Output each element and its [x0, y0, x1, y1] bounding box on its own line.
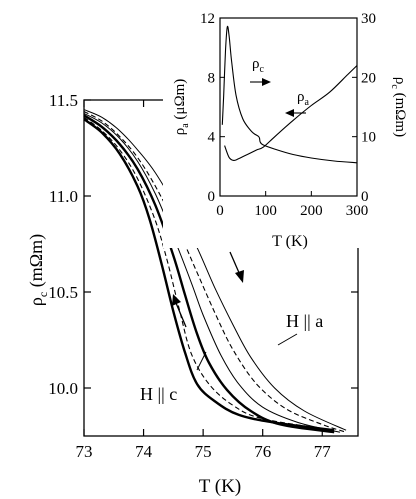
- inset-rho-a-label: ρa: [297, 89, 310, 108]
- inset-rho-c-label: ρc: [252, 56, 265, 75]
- inset-series-line-2: [224, 65, 358, 161]
- main-series-line-5: [83, 111, 347, 433]
- inset-x-tick-label: 100: [254, 203, 277, 219]
- inset-right-y-tick-label: 10: [361, 130, 376, 146]
- inset-left-y-tick-label: 12: [200, 11, 215, 27]
- main-x-tick-label: 77: [314, 442, 332, 461]
- inset-series-line-1: [221, 25, 358, 164]
- inset-right-y-tick-label: 30: [361, 11, 376, 27]
- main-y-tick-label: 10.5: [48, 283, 78, 302]
- rho-c-arrow-icon: [250, 78, 271, 86]
- inset-x-axis-label: T (K): [272, 233, 308, 250]
- main-x-tick-label: 73: [76, 442, 93, 461]
- warming-arrow-icon: [172, 294, 187, 328]
- inset-left-y-ticks: 0 4 8 12: [200, 11, 225, 205]
- inset-x-tick-label: 200: [300, 203, 323, 219]
- cooling-arrow-icon: [229, 251, 244, 283]
- main-y-ticks: 10.0 10.5 11.0 11.5: [48, 91, 358, 398]
- inset-left-y-tick-label: 4: [208, 130, 216, 146]
- main-y-tick-label: 11.5: [49, 91, 78, 110]
- main-series-line-2: [83, 116, 335, 431]
- inset-right-y-ticks: 0 10 20 30: [352, 11, 376, 205]
- inset-right-y-axis-label: ρc (mΩm): [389, 77, 408, 137]
- main-series-line-4: [83, 112, 341, 433]
- ha-label: H || a: [286, 311, 323, 331]
- inset-left-y-tick-label: 0: [208, 189, 216, 205]
- rho-a-arrow-icon: [285, 109, 306, 117]
- inset-left-y-tick-label: 8: [208, 70, 216, 86]
- inset-plot-frame: [219, 17, 358, 197]
- inset-x-ticks: 0 100 200 300: [216, 191, 368, 219]
- main-x-axis-label: T (K): [199, 476, 241, 497]
- inset-x-tick-label: 300: [346, 203, 369, 219]
- main-x-tick-label: 75: [195, 442, 212, 461]
- main-series-line-3: [83, 114, 335, 434]
- ha-leader-line: [277, 333, 298, 346]
- inset-curves: [221, 25, 358, 164]
- main-y-tick-label: 10.0: [48, 379, 78, 398]
- main-series-line-1: [83, 118, 335, 432]
- main-x-tick-label: 74: [135, 442, 153, 461]
- main-y-tick-label: 11.0: [49, 187, 78, 206]
- hc-label: H || c: [140, 384, 177, 404]
- inset-left-y-axis-label: ρa (μΩm): [172, 79, 191, 136]
- inset-x-tick-label: 0: [216, 203, 224, 219]
- inset-right-y-tick-label: 0: [361, 189, 369, 205]
- main-y-axis-label: ρc (mΩm): [26, 234, 50, 306]
- hc-leader-line: [196, 351, 207, 371]
- main-x-tick-label: 76: [254, 442, 271, 461]
- inset-right-y-tick-label: 20: [361, 70, 376, 86]
